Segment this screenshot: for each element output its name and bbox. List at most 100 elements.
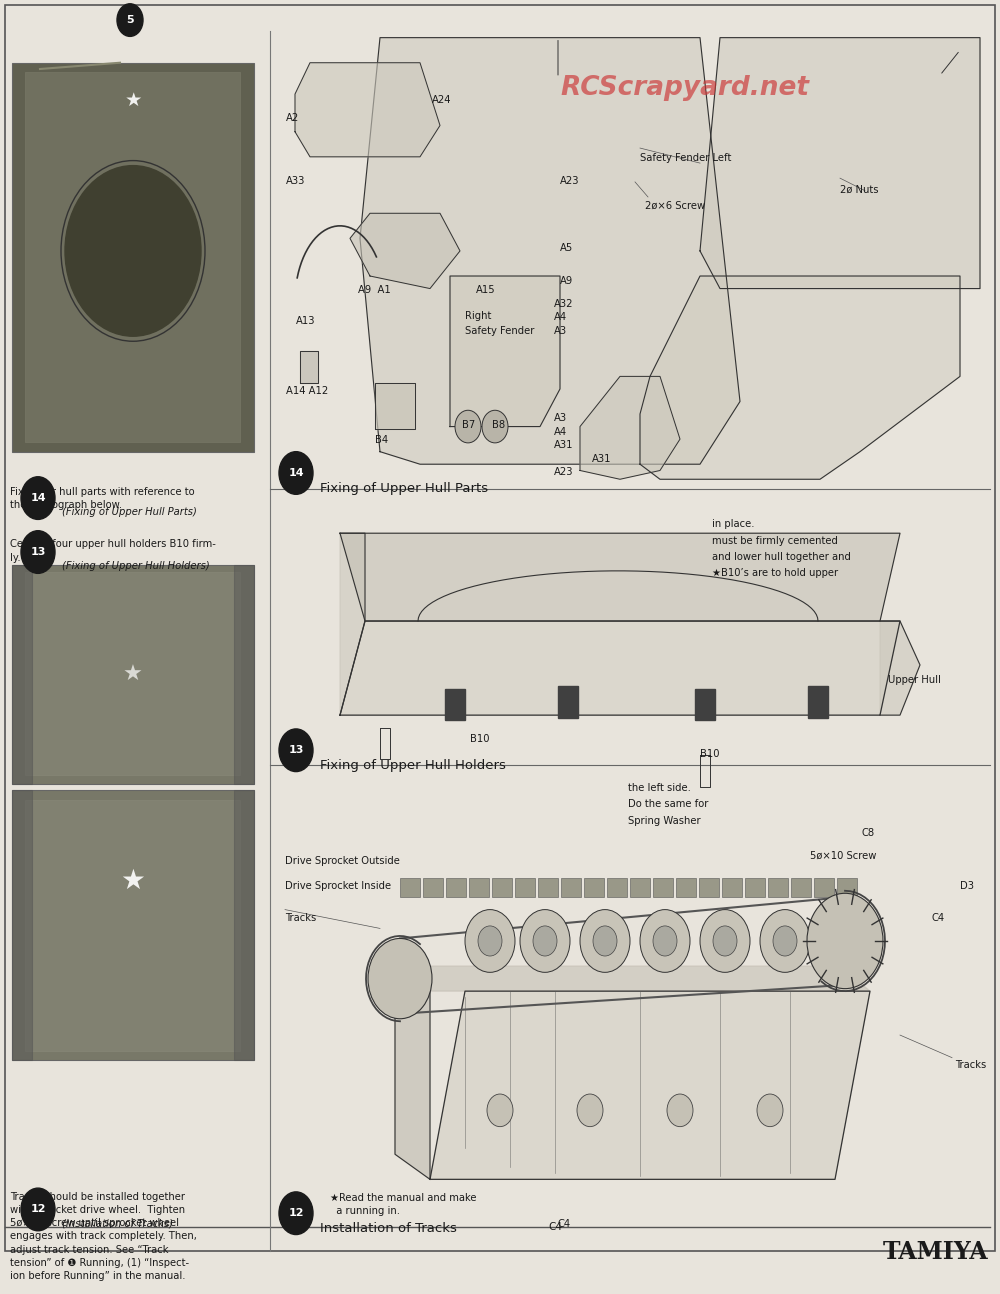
Circle shape [455,410,481,443]
FancyBboxPatch shape [768,879,788,897]
Circle shape [520,910,570,972]
FancyBboxPatch shape [837,879,857,897]
Text: 5: 5 [126,16,134,25]
FancyBboxPatch shape [630,879,650,897]
Text: B4: B4 [375,435,388,445]
Polygon shape [340,533,365,716]
Polygon shape [360,38,740,465]
Bar [808,686,828,718]
Text: Drive Sprocket Inside: Drive Sprocket Inside [285,881,391,890]
Text: A23: A23 [554,467,574,476]
Text: A24: A24 [432,96,452,105]
Text: ★: ★ [123,665,143,685]
Bar [445,688,465,721]
Text: 5ø×10 Screw: 5ø×10 Screw [810,850,876,861]
Text: B10: B10 [470,734,490,744]
Polygon shape [880,621,920,716]
Text: 2ø Nuts: 2ø Nuts [840,185,879,194]
Bar [695,688,715,721]
Text: B7: B7 [462,421,475,431]
Circle shape [807,893,883,989]
Text: Spring Washer: Spring Washer [628,815,701,826]
FancyBboxPatch shape [5,5,995,1251]
Circle shape [667,1093,693,1127]
FancyBboxPatch shape [12,62,254,452]
Text: A5: A5 [560,243,573,254]
FancyBboxPatch shape [791,879,811,897]
FancyBboxPatch shape [515,879,535,897]
Text: A9: A9 [560,276,573,286]
Circle shape [773,927,797,956]
Polygon shape [450,276,560,427]
Circle shape [279,729,313,771]
Circle shape [577,1093,603,1127]
Circle shape [21,1188,55,1231]
FancyBboxPatch shape [814,879,834,897]
Text: (Fixing of Upper Hull Parts): (Fixing of Upper Hull Parts) [62,507,197,516]
Circle shape [593,927,617,956]
FancyBboxPatch shape [234,791,254,1060]
Circle shape [713,927,737,956]
FancyBboxPatch shape [653,879,673,897]
Circle shape [117,4,143,36]
Text: TAMIYA: TAMIYA [882,1240,988,1263]
Polygon shape [395,967,430,1179]
Polygon shape [300,351,318,383]
FancyBboxPatch shape [722,879,742,897]
Text: C4: C4 [558,1219,571,1229]
Text: ★: ★ [124,91,142,110]
Text: Upper Hull: Upper Hull [888,675,941,685]
FancyBboxPatch shape [607,879,627,897]
Text: C8: C8 [862,828,875,839]
Text: must be firmly cemented: must be firmly cemented [712,536,838,546]
Text: in place.: in place. [712,519,755,529]
FancyBboxPatch shape [12,791,32,1060]
Circle shape [21,476,55,519]
FancyBboxPatch shape [234,564,254,784]
FancyBboxPatch shape [561,879,581,897]
Text: Cement four upper hull holders B10 firm-
ly.: Cement four upper hull holders B10 firm-… [10,540,216,563]
Polygon shape [430,991,870,1179]
Circle shape [757,1093,783,1127]
Text: Drive Sprocket Outside: Drive Sprocket Outside [285,855,400,866]
Text: Tracks: Tracks [285,914,316,924]
Polygon shape [395,967,870,991]
Circle shape [487,1093,513,1127]
Text: 13: 13 [288,745,304,756]
FancyBboxPatch shape [745,879,765,897]
FancyBboxPatch shape [538,879,558,897]
FancyBboxPatch shape [25,71,240,441]
Polygon shape [340,533,900,621]
Text: A13: A13 [296,316,316,326]
Text: Installation of Tracks: Installation of Tracks [320,1222,457,1234]
Text: Tracks should be installed together
with sprocket drive wheel.  Tighten
5ø×10 sc: Tracks should be installed together with… [10,1192,197,1281]
Text: Safety Fender: Safety Fender [465,326,534,336]
Text: Safety Fender Left: Safety Fender Left [640,153,731,163]
Circle shape [368,938,432,1018]
Text: A33: A33 [286,176,305,185]
Text: Do the same for: Do the same for [628,800,708,809]
Circle shape [580,910,630,972]
Circle shape [465,910,515,972]
Text: C4: C4 [932,914,945,924]
FancyBboxPatch shape [446,879,466,897]
FancyBboxPatch shape [400,879,420,897]
FancyBboxPatch shape [12,791,254,1060]
FancyBboxPatch shape [584,879,604,897]
FancyBboxPatch shape [676,879,696,897]
Text: 14: 14 [30,493,46,503]
Polygon shape [350,214,460,289]
Text: A14 A12: A14 A12 [286,387,328,396]
FancyBboxPatch shape [492,879,512,897]
Text: Fixing of Upper Hull Holders: Fixing of Upper Hull Holders [320,760,506,773]
Polygon shape [640,276,960,479]
Text: ★Read the manual and make
  a running in.: ★Read the manual and make a running in. [330,1193,477,1216]
Circle shape [533,927,557,956]
FancyBboxPatch shape [469,879,489,897]
Circle shape [760,910,810,972]
Polygon shape [340,621,900,716]
FancyBboxPatch shape [25,801,240,1051]
Text: Fix upper hull parts with reference to
the photograph below.: Fix upper hull parts with reference to t… [10,487,195,510]
Circle shape [279,1192,313,1234]
Text: (Fixing of Upper Hull Holders): (Fixing of Upper Hull Holders) [62,560,210,571]
